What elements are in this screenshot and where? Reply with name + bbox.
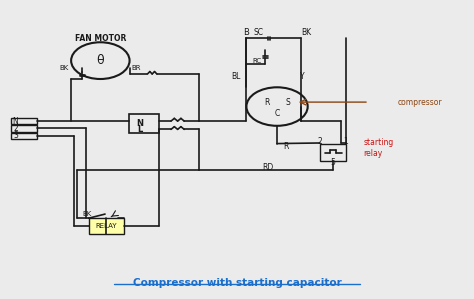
- Text: Compressor with starting capacitor: Compressor with starting capacitor: [133, 278, 341, 288]
- Text: RELAY: RELAY: [95, 223, 117, 229]
- Text: R: R: [283, 142, 288, 151]
- Text: BK: BK: [59, 65, 68, 71]
- Bar: [89, 218, 124, 234]
- Text: L: L: [137, 125, 142, 134]
- Text: Y: Y: [300, 72, 304, 81]
- Text: θ: θ: [97, 54, 104, 67]
- Text: BL: BL: [231, 72, 241, 81]
- Text: 1: 1: [343, 137, 348, 146]
- Bar: [128, 114, 159, 133]
- Bar: [11, 118, 36, 124]
- Text: BK: BK: [301, 28, 312, 37]
- Text: FAN MOTOR: FAN MOTOR: [75, 33, 126, 43]
- Text: 2: 2: [13, 124, 18, 133]
- Text: S: S: [285, 98, 290, 108]
- Text: 2: 2: [318, 137, 322, 146]
- Text: R: R: [264, 98, 269, 108]
- Text: 3: 3: [13, 131, 18, 140]
- Text: BR: BR: [131, 65, 140, 71]
- Text: N: N: [136, 119, 143, 128]
- Text: starting
relay: starting relay: [363, 138, 393, 158]
- Text: N: N: [13, 117, 18, 126]
- Bar: [11, 125, 36, 132]
- Text: SC: SC: [253, 28, 263, 37]
- Bar: [11, 133, 36, 139]
- Text: compressor: compressor: [397, 97, 442, 107]
- Text: RD: RD: [262, 163, 273, 172]
- Text: C: C: [274, 109, 280, 118]
- Text: RC: RC: [253, 58, 262, 64]
- Text: BK: BK: [82, 211, 92, 217]
- Bar: [320, 144, 346, 161]
- Text: 5: 5: [331, 158, 336, 167]
- Text: B: B: [244, 28, 249, 37]
